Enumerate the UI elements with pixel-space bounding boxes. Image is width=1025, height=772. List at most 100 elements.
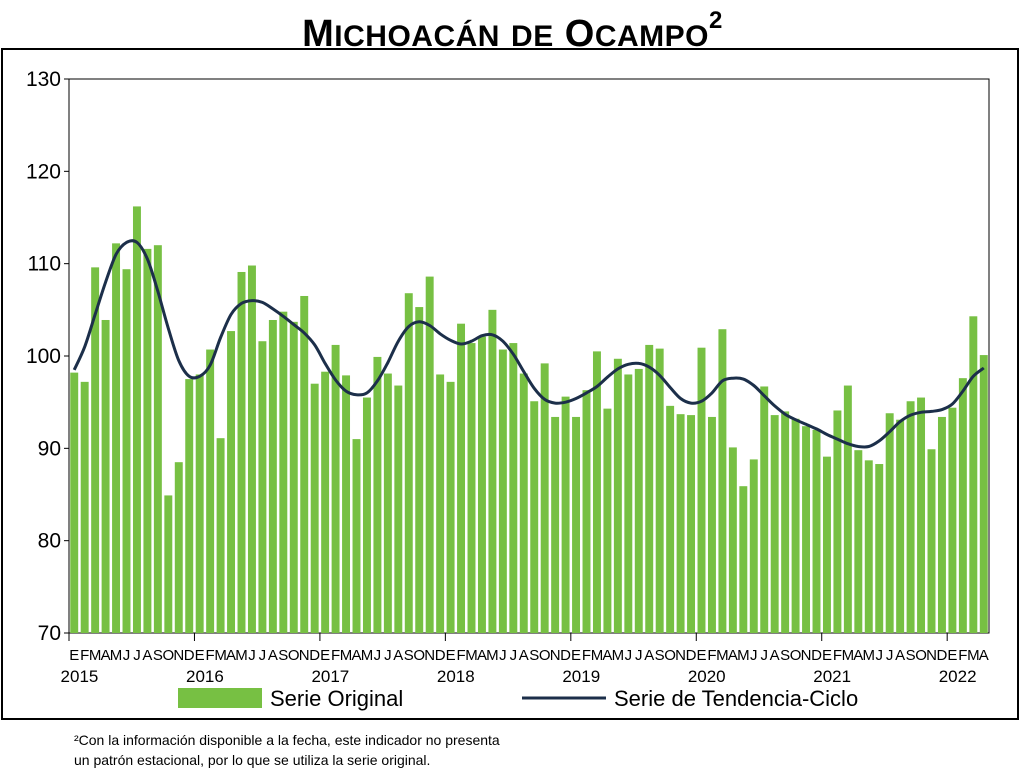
- y-tick-label: 80: [38, 530, 61, 553]
- x-month-label: A: [728, 647, 738, 664]
- bar: [227, 331, 236, 633]
- chart-title-superscript: 2: [709, 7, 723, 34]
- bar: [530, 401, 539, 633]
- y-tick-label: 120: [26, 160, 61, 183]
- bar: [216, 438, 225, 633]
- bar: [551, 416, 560, 633]
- x-month-label: N: [173, 647, 184, 664]
- bar: [91, 267, 100, 633]
- bar: [112, 243, 121, 633]
- x-year-label: 2018: [437, 667, 475, 686]
- x-month-label: S: [278, 647, 288, 664]
- bar: [917, 397, 926, 633]
- bar: [655, 348, 664, 633]
- bar: [561, 396, 570, 633]
- bar: [812, 429, 821, 633]
- x-year-label: 2016: [186, 667, 224, 686]
- x-month-label: J: [133, 647, 141, 664]
- bar: [164, 495, 173, 633]
- bar: [969, 316, 978, 633]
- bar: [362, 397, 371, 633]
- bar: [666, 405, 675, 633]
- bar: [279, 311, 288, 633]
- bar: [624, 374, 633, 633]
- x-year-label: 2022: [939, 667, 977, 686]
- bar: [70, 372, 79, 633]
- x-month-label: N: [675, 647, 686, 664]
- x-month-label: A: [101, 647, 111, 664]
- x-month-label: F: [80, 647, 89, 664]
- x-month-label: S: [404, 647, 414, 664]
- bar: [948, 407, 957, 633]
- x-month-label: J: [760, 647, 768, 664]
- x-month-label: O: [162, 647, 174, 664]
- x-month-label: O: [539, 647, 551, 664]
- y-tick-label: 130: [26, 68, 61, 91]
- x-month-label: A: [226, 647, 236, 664]
- bar: [477, 336, 486, 633]
- bar: [697, 347, 706, 633]
- y-tick-label: 100: [26, 345, 61, 368]
- bar: [143, 248, 152, 634]
- bar: [185, 379, 194, 633]
- bar: [864, 460, 873, 633]
- x-month-label: F: [707, 647, 716, 664]
- bar: [488, 309, 497, 633]
- bar: [394, 385, 403, 633]
- x-month-label: D: [937, 647, 948, 664]
- x-month-label: D: [686, 647, 697, 664]
- bar: [781, 411, 790, 633]
- x-month-label: A: [519, 647, 529, 664]
- x-month-label: M: [89, 647, 102, 664]
- x-month-label: F: [582, 647, 591, 664]
- x-month-label: A: [770, 647, 780, 664]
- x-month-label: N: [299, 647, 310, 664]
- x-month-label: E: [69, 647, 79, 664]
- x-month-label: O: [288, 647, 300, 664]
- bar: [687, 415, 696, 633]
- bar: [822, 456, 831, 633]
- bar: [258, 341, 267, 633]
- bar: [937, 416, 946, 633]
- x-year-label: 2019: [562, 667, 600, 686]
- bar: [749, 459, 758, 633]
- bar: [760, 386, 769, 633]
- x-month-label: O: [413, 647, 425, 664]
- x-month-label: M: [340, 647, 353, 664]
- x-month-label: J: [875, 647, 883, 664]
- x-month-label: O: [915, 647, 927, 664]
- x-month-label: S: [153, 647, 163, 664]
- bar: [373, 356, 382, 633]
- bar: [603, 408, 612, 633]
- bar: [592, 351, 601, 633]
- x-month-label: N: [550, 647, 561, 664]
- x-month-label: A: [853, 647, 863, 664]
- bar: [509, 343, 518, 633]
- bar: [195, 374, 204, 633]
- bar: [310, 383, 319, 633]
- x-month-label: E: [195, 647, 205, 664]
- bar: [582, 390, 591, 633]
- x-month-label: E: [446, 647, 456, 664]
- bar: [645, 344, 654, 633]
- x-month-label: D: [184, 647, 195, 664]
- bar: [770, 415, 779, 633]
- bar: [132, 206, 141, 634]
- bar: [174, 462, 183, 633]
- bar: [885, 413, 894, 633]
- x-month-label: E: [696, 647, 706, 664]
- bar: [352, 439, 361, 633]
- bar: [707, 416, 716, 633]
- bar: [446, 381, 455, 633]
- bar: [718, 329, 727, 633]
- x-month-label: S: [655, 647, 665, 664]
- x-month-label: J: [499, 647, 507, 664]
- bar: [289, 321, 298, 633]
- x-month-label: M: [842, 647, 855, 664]
- bar: [739, 486, 748, 633]
- bar: [979, 355, 988, 633]
- bar: [457, 323, 466, 633]
- x-month-label: J: [886, 647, 894, 664]
- x-month-label: A: [979, 647, 989, 664]
- bar: [791, 418, 800, 633]
